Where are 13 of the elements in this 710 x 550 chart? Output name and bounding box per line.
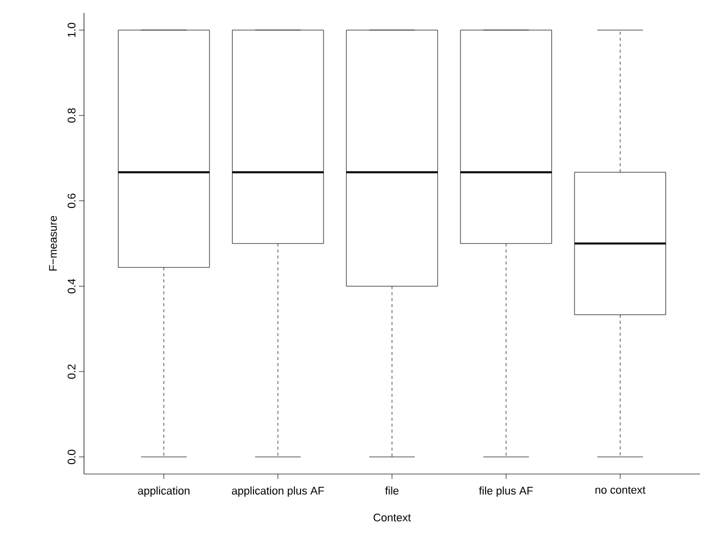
x-tick-label: application — [138, 486, 190, 497]
y-tick-label: 0.4 — [68, 278, 76, 294]
y-axis-title: F−measure — [49, 216, 57, 271]
y-tick-label: 0.8 — [68, 108, 76, 123]
x-tick-label: no context — [596, 486, 646, 494]
x-tick-label: application plus AF — [232, 486, 324, 497]
y-tick-label: 1.0 — [68, 22, 76, 37]
x-axis-title: Context — [374, 514, 411, 522]
x-tick-label: file plus AF — [479, 486, 533, 497]
x-tick-label: file — [385, 486, 399, 495]
y-tick-label: 0.0 — [68, 450, 76, 464]
y-tick-label: 0.6 — [68, 194, 76, 208]
y-tick-label: 0.2 — [68, 364, 76, 379]
